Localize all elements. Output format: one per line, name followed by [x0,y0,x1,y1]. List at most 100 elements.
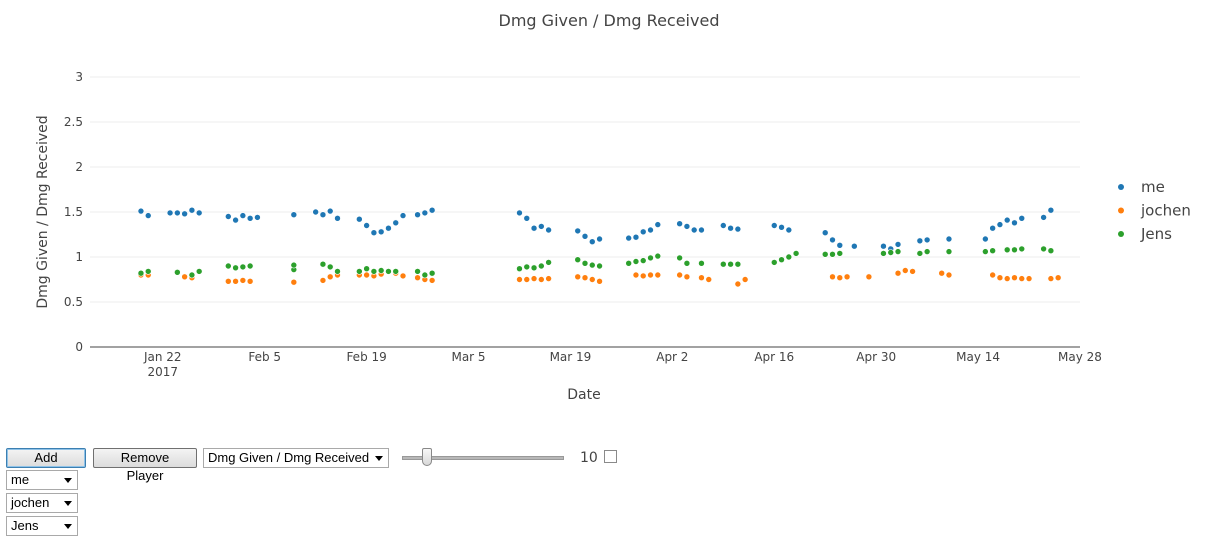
data-point[interactable] [836,274,844,282]
data-point[interactable] [865,273,873,281]
data-point[interactable] [1011,274,1018,282]
data-point[interactable] [414,274,421,282]
data-point[interactable] [683,223,691,230]
data-point[interactable] [574,273,582,281]
data-point[interactable] [232,264,239,272]
data-point[interactable] [414,268,421,275]
data-point[interactable] [625,259,632,267]
data-point[interactable] [1003,216,1011,224]
data-point[interactable] [538,276,545,283]
data-point[interactable] [399,212,407,219]
slider-handle[interactable] [422,448,432,466]
data-point[interactable] [385,268,392,275]
data-point[interactable] [225,213,232,220]
data-point[interactable] [836,242,844,249]
data-point[interactable] [523,276,531,283]
data-point[interactable] [545,259,552,266]
data-point[interactable] [290,211,298,218]
data-point[interactable] [137,269,145,277]
data-point[interactable] [319,277,327,284]
data-point[interactable] [334,268,341,275]
data-point[interactable] [654,221,662,228]
data-point[interactable] [225,277,232,285]
data-point[interactable] [166,209,174,217]
data-point[interactable] [596,235,603,243]
data-point[interactable] [916,237,924,245]
data-point[interactable] [639,228,647,236]
data-point[interactable] [683,259,691,267]
data-point[interactable] [392,268,400,275]
data-point[interactable] [989,271,996,279]
data-point[interactable] [647,271,654,279]
data-point[interactable] [698,274,705,282]
data-point[interactable] [647,226,654,234]
data-point[interactable] [232,277,239,285]
data-point[interactable] [232,216,239,224]
legend-label[interactable]: Jens [1140,225,1172,243]
data-point[interactable] [181,273,188,281]
data-point[interactable] [363,265,370,273]
data-point[interactable] [428,277,436,284]
data-point[interactable] [574,256,582,264]
data-point[interactable] [1047,275,1055,282]
data-point[interactable] [174,209,181,217]
data-point[interactable] [727,260,734,268]
data-point[interactable] [530,224,538,232]
data-point[interactable] [639,257,647,264]
data-point[interactable] [1003,246,1011,254]
data-point[interactable] [363,222,370,229]
data-point[interactable] [909,268,916,275]
data-point[interactable] [705,276,713,283]
data-point[interactable] [770,222,778,229]
data-point[interactable] [894,269,902,277]
data-point[interactable] [785,226,793,234]
player-select-1[interactable]: me [6,470,78,490]
data-point[interactable] [880,250,887,257]
data-point[interactable] [851,242,858,250]
data-point[interactable] [370,229,378,236]
data-point[interactable] [945,248,953,255]
data-point[interactable] [639,272,647,280]
data-point[interactable] [1011,219,1018,227]
data-point[interactable] [356,268,363,275]
data-point[interactable] [195,209,203,217]
data-point[interactable] [676,271,683,279]
data-point[interactable] [792,250,800,257]
data-point[interactable] [945,235,953,243]
data-point[interactable] [239,277,247,284]
data-point[interactable] [720,260,727,268]
data-point[interactable] [516,209,523,217]
data-point[interactable] [356,215,363,223]
data-point[interactable] [530,275,538,282]
data-point[interactable] [246,277,254,285]
data-point[interactable] [523,215,531,222]
data-point[interactable] [326,263,334,271]
data-point[interactable] [625,234,632,242]
data-point[interactable] [1040,214,1047,221]
data-point[interactable] [894,241,902,248]
data-point[interactable] [523,263,531,271]
data-point[interactable] [698,259,705,267]
data-point[interactable] [137,207,145,215]
data-point[interactable] [923,236,931,244]
range-slider[interactable] [402,448,564,466]
data-point[interactable] [843,273,851,281]
data-point[interactable] [588,261,596,269]
data-point[interactable] [326,207,334,215]
data-point[interactable] [588,276,596,283]
data-point[interactable] [428,206,436,214]
data-point[interactable] [588,238,596,245]
data-point[interactable] [370,268,378,275]
data-point[interactable] [1011,246,1018,254]
data-point[interactable] [727,224,734,232]
data-point[interactable] [676,254,683,262]
data-point[interactable] [174,268,181,276]
data-point[interactable] [632,233,640,241]
data-point[interactable] [778,256,785,264]
data-point[interactable] [581,233,589,240]
add-player-button[interactable]: Add Player [6,448,86,483]
data-point[interactable] [581,274,589,282]
data-point[interactable] [239,212,247,219]
data-point[interactable] [647,254,654,262]
data-point[interactable] [945,271,953,279]
